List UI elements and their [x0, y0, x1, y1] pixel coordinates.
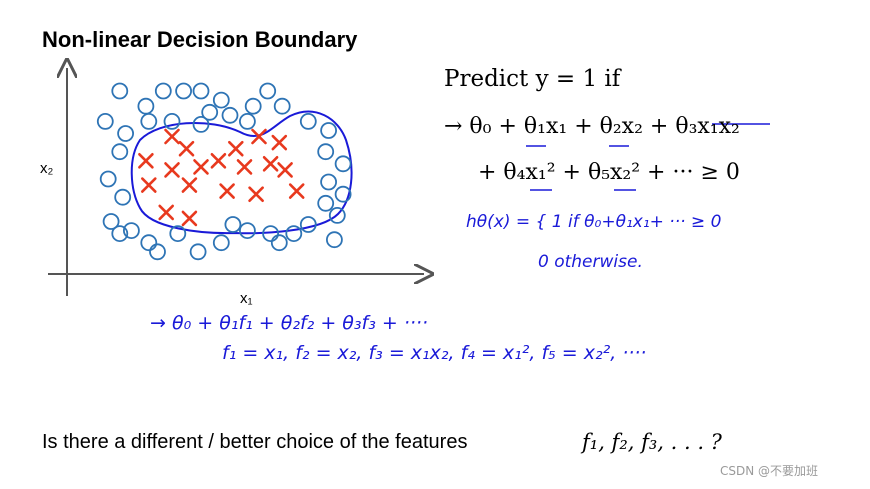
slide-title: Non-linear Decision Boundary [42, 27, 358, 52]
negative-point-14 [192, 116, 210, 133]
question-math: f₁, f₂, f₃, . . . ? [582, 430, 722, 454]
equation-line-2: + θ₄x₁² + θ₅x₂² + ··· ≥ 0 [478, 160, 740, 185]
negative-point-16 [221, 106, 239, 124]
negative-point-18 [111, 143, 129, 161]
handwritten-otherwise: 0 otherwise. [538, 252, 643, 272]
positive-point-9 [236, 159, 253, 175]
predict-text: Predict y = 1 if [444, 66, 621, 92]
negative-point-13 [163, 113, 181, 130]
negative-point-9 [299, 113, 317, 130]
negative-point-0 [111, 82, 129, 100]
negative-point-39 [262, 225, 280, 243]
negative-point-34 [169, 225, 187, 243]
negative-point-6 [244, 97, 262, 115]
positive-point-10 [262, 156, 279, 172]
positive-point-8 [210, 153, 227, 169]
equation-line-1: → θ₀ + θ₁x₁ + θ₂x₂ + θ₃x₁x₂ [444, 114, 740, 139]
x-axis-label: x₁ [240, 290, 253, 307]
positive-point-15 [248, 186, 264, 202]
positive-point-7 [193, 159, 209, 175]
question-text: Is there a different / better choice of … [42, 431, 468, 453]
negative-point-42 [325, 231, 343, 249]
negative-point-12 [140, 113, 158, 130]
negative-point-11 [117, 125, 134, 142]
negative-point-5 [212, 91, 230, 109]
positive-point-6 [164, 162, 180, 178]
negative-point-36 [212, 234, 230, 252]
negative-point-4 [192, 82, 210, 100]
negative-point-28 [334, 185, 352, 203]
negative-point-21 [102, 213, 120, 230]
negative-point-25 [317, 143, 335, 161]
y-axis-label: x₂ [40, 160, 54, 177]
negative-point-10 [96, 113, 114, 130]
handwritten-features-sum: → θ₀ + θ₁f₁ + θ₂f₂ + θ₃f₃ + ···· [150, 312, 428, 334]
negative-point-17 [238, 113, 256, 130]
positive-point-5 [138, 153, 154, 169]
negative-point-41 [285, 225, 303, 243]
negative-point-3 [175, 82, 193, 100]
positive-point-2 [228, 140, 244, 157]
negative-point-20 [114, 188, 132, 206]
negative-point-22 [111, 225, 129, 243]
handwritten-feature-defs: f₁ = x₁, f₂ = x₂, f₃ = x₁x₂, f₄ = x₁², f… [222, 342, 647, 364]
handwritten-annotation-marks [526, 123, 770, 191]
negative-point-24 [320, 122, 338, 139]
negative-point-40 [270, 234, 288, 252]
negative-point-30 [328, 206, 346, 224]
positive-point-4 [271, 134, 288, 151]
negative-point-19 [99, 170, 117, 188]
positive-point-11 [277, 162, 293, 178]
positive-point-0 [164, 128, 180, 145]
handwritten-hypothesis: hθ(x) = { 1 if θ₀+θ₁x₁+ ··· ≥ 0 [466, 212, 722, 232]
positive-point-1 [178, 140, 195, 157]
positive-point-18 [181, 210, 198, 227]
negative-point-38 [238, 222, 256, 240]
watermark: CSDN @不要加班 [720, 464, 819, 478]
negative-point-15 [201, 103, 219, 121]
negative-point-23 [122, 222, 140, 240]
negative-point-32 [140, 234, 158, 252]
positive-point-3 [251, 128, 267, 145]
negative-point-31 [299, 216, 317, 233]
negative-point-29 [317, 194, 335, 212]
positive-point-13 [181, 177, 198, 193]
positive-point-14 [219, 183, 235, 199]
negative-point-35 [189, 243, 207, 261]
negative-point-33 [149, 243, 166, 261]
negative-point-2 [154, 82, 172, 100]
negative-point-7 [259, 82, 277, 100]
negative-point-37 [224, 216, 242, 233]
negative-point-26 [334, 155, 352, 173]
negative-point-8 [273, 97, 291, 115]
negative-point-1 [137, 97, 155, 115]
positive-point-17 [158, 204, 174, 221]
negative-point-27 [320, 173, 338, 191]
positive-point-16 [288, 183, 305, 199]
positive-point-12 [141, 177, 157, 193]
